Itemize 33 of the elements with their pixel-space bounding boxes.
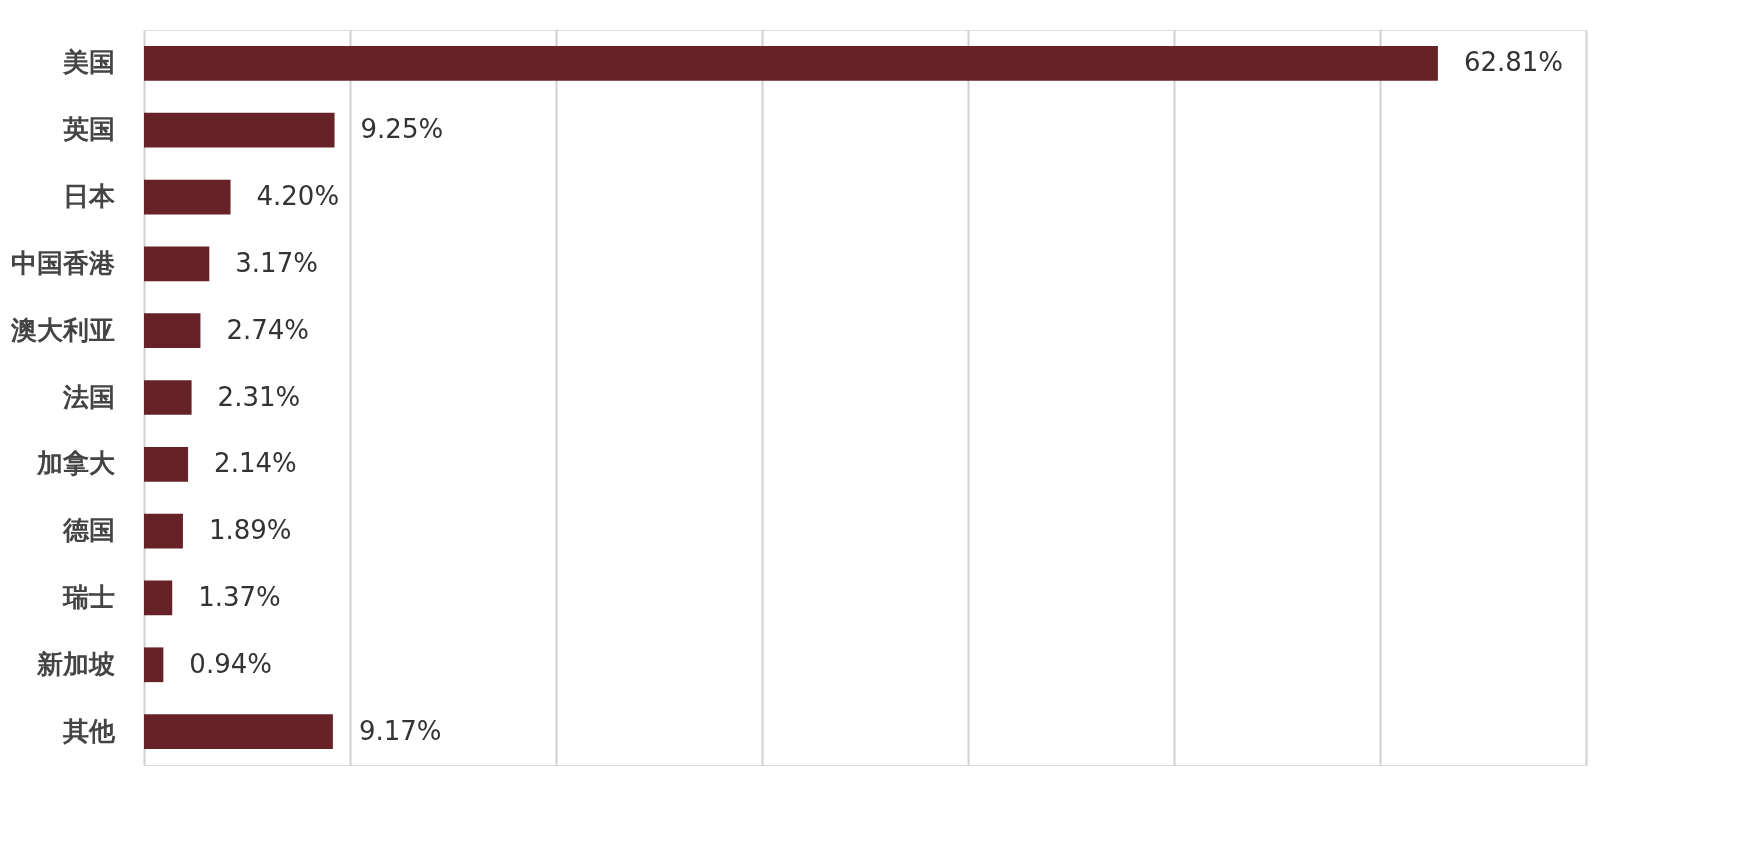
bar bbox=[144, 246, 210, 282]
data-label: 4.20% bbox=[256, 181, 340, 212]
data-label: 2.31% bbox=[217, 381, 301, 412]
bar bbox=[144, 179, 231, 215]
y-tick-label: 法国 bbox=[61, 381, 115, 412]
data-label: 3.17% bbox=[235, 247, 318, 278]
y-tick-label: 澳大利亚 bbox=[9, 314, 115, 345]
y-tick-label: 新加坡 bbox=[35, 648, 115, 679]
bar bbox=[144, 647, 164, 683]
bar bbox=[144, 513, 183, 549]
data-label: 1.37% bbox=[198, 581, 281, 612]
bar bbox=[144, 714, 333, 749]
y-tick-label: 日本 bbox=[62, 181, 116, 212]
data-label: 0.94% bbox=[189, 648, 272, 679]
y-tick-label: 加拿大 bbox=[35, 448, 116, 479]
y-tick-label: 瑞士 bbox=[61, 581, 115, 612]
bar bbox=[144, 580, 173, 616]
bar bbox=[144, 313, 201, 349]
y-tick-label: 中国香港 bbox=[10, 247, 116, 278]
bar bbox=[144, 112, 335, 148]
data-label: 62.81% bbox=[1463, 47, 1564, 78]
data-label: 2.14% bbox=[214, 448, 297, 479]
bar bbox=[144, 446, 189, 482]
data-label: 9.17% bbox=[358, 715, 442, 746]
bar bbox=[144, 380, 192, 415]
y-tick-label: 德国 bbox=[61, 515, 115, 546]
y-tick-label: 英国 bbox=[61, 114, 115, 145]
data-label: 2.74% bbox=[226, 314, 310, 345]
data-label: 9.25% bbox=[360, 114, 444, 145]
bar bbox=[144, 46, 1438, 81]
data-label: 1.89% bbox=[208, 515, 292, 546]
y-tick-label: 美国 bbox=[61, 47, 115, 78]
y-tick-label: 其他 bbox=[61, 715, 116, 746]
